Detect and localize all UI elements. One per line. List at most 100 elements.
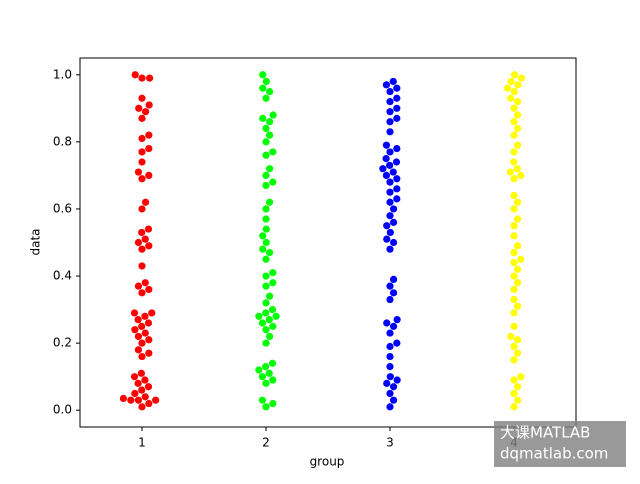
point <box>510 389 518 398</box>
point <box>259 84 267 92</box>
point <box>510 104 518 112</box>
point <box>513 98 522 106</box>
point <box>513 396 522 404</box>
point <box>135 104 143 112</box>
point <box>138 228 146 237</box>
y-tick-label: 1.0 <box>53 67 72 81</box>
point <box>393 185 401 193</box>
point <box>386 148 394 156</box>
point <box>513 198 522 206</box>
point <box>269 399 277 408</box>
point <box>138 158 146 166</box>
point <box>138 114 146 122</box>
point <box>145 285 153 294</box>
point <box>268 359 277 367</box>
x-tick-label: 3 <box>386 436 394 450</box>
point <box>386 403 394 411</box>
point <box>138 386 146 394</box>
point <box>265 248 274 257</box>
point <box>134 238 143 247</box>
point <box>393 175 401 183</box>
point <box>386 228 394 237</box>
point <box>393 376 401 384</box>
point <box>507 332 515 341</box>
point <box>141 198 150 206</box>
point <box>258 319 267 327</box>
point <box>138 205 146 213</box>
point <box>393 84 401 92</box>
point <box>511 71 519 79</box>
point <box>386 118 394 126</box>
point <box>513 383 522 391</box>
point <box>138 403 146 411</box>
point <box>262 299 270 307</box>
point <box>138 352 146 361</box>
point <box>513 141 522 149</box>
point <box>506 168 515 176</box>
point <box>130 309 139 317</box>
point <box>392 158 401 166</box>
point <box>262 326 270 334</box>
point <box>130 373 139 381</box>
point <box>386 198 394 206</box>
point <box>265 165 274 173</box>
point <box>510 205 518 213</box>
point <box>513 215 522 223</box>
point <box>386 389 394 398</box>
point <box>503 84 512 92</box>
point <box>134 316 142 324</box>
point <box>145 349 153 357</box>
point <box>513 302 522 310</box>
point <box>386 212 394 220</box>
point <box>386 352 394 361</box>
point <box>389 322 398 330</box>
point <box>510 356 518 364</box>
point <box>510 222 518 230</box>
point <box>144 319 153 327</box>
point <box>379 165 387 173</box>
watermark: 大课MATLAB <box>500 424 590 442</box>
point <box>382 155 390 163</box>
point <box>386 329 394 337</box>
point <box>507 77 515 86</box>
point <box>510 87 518 96</box>
point <box>262 282 270 290</box>
point <box>510 148 518 156</box>
point <box>386 178 394 186</box>
point <box>131 326 139 334</box>
point <box>510 322 518 330</box>
watermark-bg <box>494 421 626 467</box>
point <box>262 225 270 233</box>
point <box>510 309 518 317</box>
point <box>510 376 518 384</box>
point <box>262 138 270 146</box>
point <box>510 191 518 200</box>
point <box>259 71 267 79</box>
watermark: dqmatlab.com <box>500 445 608 463</box>
point <box>269 148 277 156</box>
point <box>510 232 518 240</box>
point <box>386 373 394 381</box>
point <box>513 124 522 133</box>
point <box>262 205 270 213</box>
point <box>265 332 274 341</box>
point <box>383 379 391 387</box>
point <box>258 396 267 404</box>
point <box>513 265 522 273</box>
point <box>510 118 518 126</box>
point <box>262 255 270 263</box>
point <box>386 128 394 136</box>
point <box>138 262 146 270</box>
point <box>146 74 154 82</box>
point <box>517 373 525 381</box>
point <box>386 363 394 371</box>
point <box>262 151 270 159</box>
point <box>393 316 401 324</box>
point <box>148 309 156 317</box>
point <box>386 87 394 96</box>
point <box>517 255 525 263</box>
point <box>141 279 149 287</box>
point <box>145 171 153 180</box>
point <box>507 94 515 102</box>
